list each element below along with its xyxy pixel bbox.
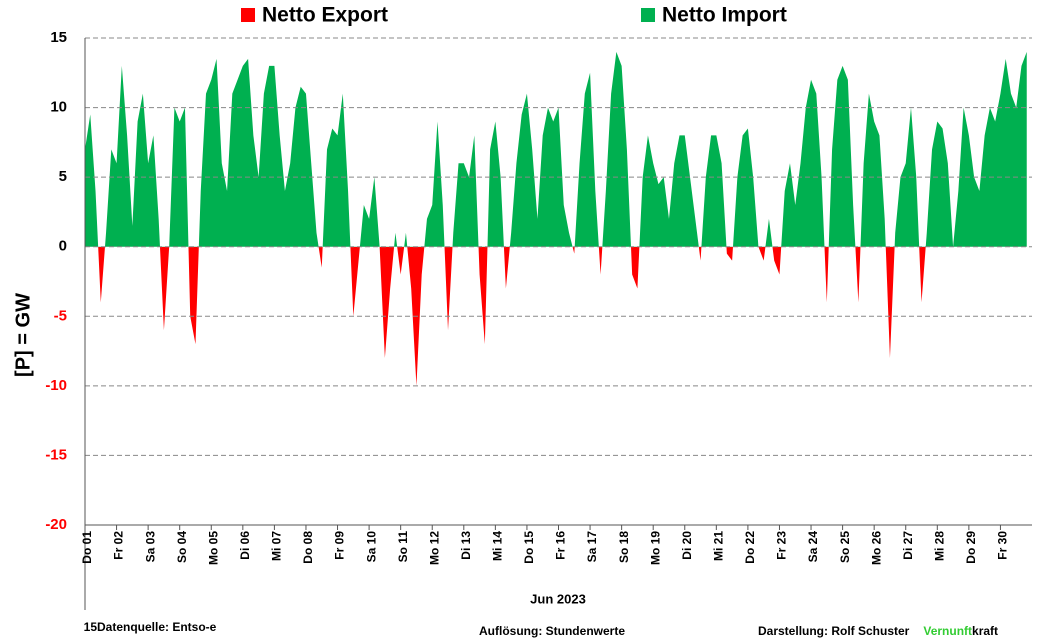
y-axis-label: [P] = GW [12, 293, 34, 377]
x-tick-label: Fr 30 [996, 531, 1010, 560]
x-tick-label: Mo 26 [869, 531, 883, 565]
legend-swatch [241, 8, 255, 22]
y-tick-label: -5 [54, 307, 67, 324]
x-tick-label: Mi 28 [932, 531, 946, 561]
x-tick-label: Mo 19 [648, 531, 662, 565]
x-tick-label: Do 01 [80, 531, 94, 564]
x-tick-label: Di 27 [901, 531, 915, 560]
footer-author: Darstellung: Rolf Schuster Vernunftkraft [758, 624, 998, 638]
area [85, 51, 1027, 247]
y-tick-label: -10 [45, 377, 67, 394]
y-tick-label: 5 [59, 168, 67, 185]
x-tick-label: Sa 17 [585, 531, 599, 563]
footer-source: 15Datenquelle: Entso-e [84, 620, 217, 634]
x-tick-label: Fr 23 [775, 531, 789, 560]
x-axis-label: Jun 2023 [530, 591, 586, 606]
x-tick-label: So 25 [838, 531, 852, 563]
x-tick-label: Fr 02 [112, 531, 126, 560]
x-tick-label: Do 22 [743, 531, 757, 564]
x-tick-label: Sa 03 [143, 531, 157, 563]
legend-label: Netto Import [662, 4, 787, 27]
y-tick-label: 10 [50, 99, 67, 116]
y-tick-label: -15 [45, 446, 67, 463]
footer-brand-black: kraft [972, 624, 998, 638]
x-tick-label: Mi 21 [712, 531, 726, 561]
x-tick-label: Mi 07 [270, 531, 284, 561]
x-tick-label: So 11 [396, 531, 410, 563]
x-tick-label: Sa 24 [806, 531, 820, 563]
x-tick-label: Mo 05 [206, 531, 220, 565]
x-tick-label: Fr 16 [554, 531, 568, 560]
x-tick-label: Do 15 [522, 531, 536, 564]
y-tick-label: -20 [45, 516, 67, 533]
x-tick-label: Di 20 [680, 531, 694, 560]
x-tick-label: Sa 10 [364, 531, 378, 563]
legend-label: Netto Export [262, 4, 388, 27]
x-tick-label: So 04 [175, 531, 189, 563]
footer-brand-green: Vernunft [923, 624, 972, 638]
footer-resolution: Auflösung: Stundenwerte [479, 624, 625, 638]
x-tick-label: Di 06 [238, 531, 252, 560]
y-tick-label: 15 [50, 29, 67, 46]
x-tick-label: Do 29 [964, 531, 978, 564]
x-tick-label: Mi 14 [491, 531, 505, 561]
legend-swatch [641, 8, 655, 22]
x-tick-label: So 18 [617, 531, 631, 563]
x-tick-label: Fr 09 [333, 531, 347, 560]
x-tick-label: Mo 12 [427, 531, 441, 565]
y-tick-label: 0 [59, 238, 67, 255]
x-tick-label: Di 13 [459, 531, 473, 560]
x-tick-label: Do 08 [301, 531, 315, 564]
footer-author-text: Darstellung: Rolf Schuster [758, 624, 910, 638]
